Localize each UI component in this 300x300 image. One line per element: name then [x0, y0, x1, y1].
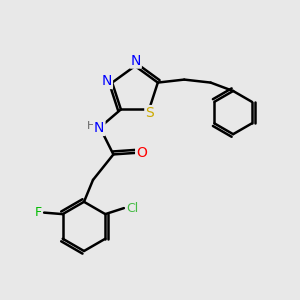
Text: Cl: Cl: [126, 202, 138, 214]
Text: F: F: [34, 206, 42, 219]
Text: N: N: [94, 121, 104, 135]
Text: O: O: [136, 146, 147, 160]
Text: N: N: [102, 74, 112, 88]
Text: H: H: [87, 121, 96, 131]
Text: S: S: [145, 106, 154, 120]
Text: N: N: [130, 54, 141, 68]
